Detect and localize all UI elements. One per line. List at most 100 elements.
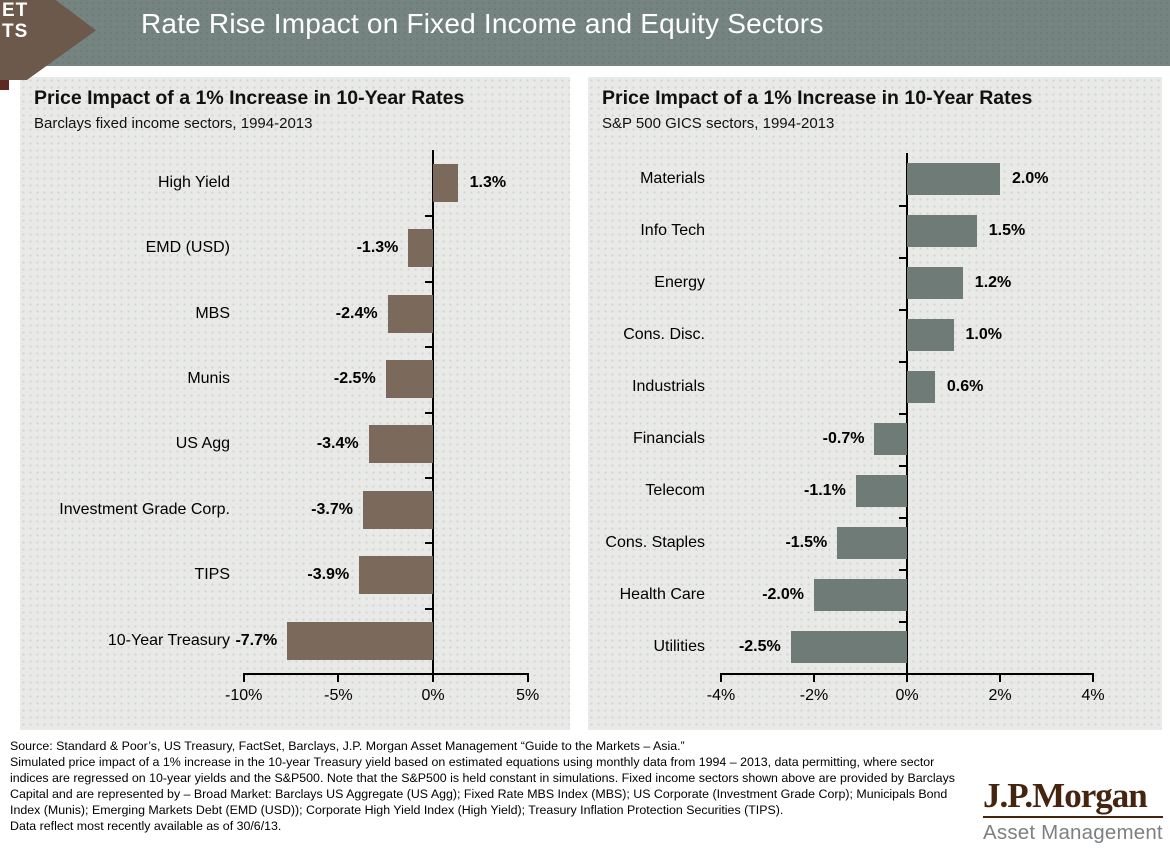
x-axis-tick (242, 673, 245, 682)
category-boundary-tick (899, 465, 907, 467)
category-label: Info Tech (640, 222, 705, 239)
category-boundary-tick (899, 205, 907, 207)
page-title: Rate Rise Impact on Fixed Income and Equ… (141, 8, 824, 39)
category-boundary-tick (425, 346, 433, 349)
category-boundary-tick (425, 411, 433, 414)
footnote-line: Capital and are represented by – Broad M… (10, 787, 948, 801)
x-axis-tick-label: 4% (1081, 687, 1105, 704)
x-axis-tick-label: 0% (895, 687, 919, 704)
bar (385, 359, 433, 398)
bar (287, 621, 433, 660)
fixed-income-plot: High Yield 1.3% EMD (USD) -1.3% MBS -2.4% Muni… (20, 77, 570, 730)
category-boundary-tick (899, 621, 907, 623)
bar (814, 579, 907, 611)
jpmorgan-logo-division: Asset Management (983, 821, 1163, 844)
footnote-line: indices are regressed on 10-year yields … (10, 771, 955, 785)
value-label: 0.6% (946, 378, 984, 395)
value-label: -3.9% (307, 566, 350, 584)
fixed-income-chart-panel: Price Impact of a 1% Increase in 10-Year… (20, 77, 570, 730)
bar (790, 631, 907, 663)
badge-line-2: TS (2, 21, 29, 42)
category-label: Munis (187, 369, 230, 387)
category-boundary-tick (899, 569, 907, 571)
footnote-line: Data reflect most recently available as … (10, 819, 282, 833)
x-axis-line (243, 673, 528, 675)
x-axis-tick-label: 0% (421, 687, 445, 704)
badge-line-1: ET (2, 0, 29, 21)
x-axis-tick-label: -2% (799, 687, 829, 704)
category-label: Financials (632, 430, 705, 447)
x-axis-tick-label: -5% (324, 687, 353, 704)
bar (874, 423, 907, 455)
category-label: US Agg (175, 435, 230, 453)
x-axis-tick (1092, 673, 1094, 682)
fixed-income-chart-subtitle: Barclays fixed income sectors, 1994-2013 (34, 115, 313, 132)
badge-text: ET TS (2, 0, 28, 42)
value-label: -2.5% (333, 369, 376, 387)
footnote-line: Source: Standard & Poor’s, US Treasury, … (10, 739, 685, 753)
bar (837, 527, 907, 559)
category-boundary-tick (425, 542, 433, 545)
footnote-line: Index (Munis); Emerging Markets Debt (EM… (10, 803, 784, 817)
category-label: Industrials (632, 378, 705, 395)
bar (362, 490, 433, 529)
bar (408, 229, 433, 268)
bar (359, 556, 433, 595)
bar (907, 319, 954, 351)
category-label: Telecom (645, 482, 705, 499)
equity-chart-panel: Price Impact of a 1% Increase in 10-Year… (588, 77, 1162, 730)
bar (907, 267, 963, 299)
value-label: 1.5% (988, 222, 1026, 239)
market-insights-badge: ET TS (0, 0, 110, 100)
category-label: Materials (640, 170, 705, 187)
category-label: Investment Grade Corp. (59, 500, 230, 518)
equity-chart-subtitle: S&P 500 GICS sectors, 1994-2013 (602, 115, 835, 132)
x-axis-tick (720, 673, 722, 682)
value-label: 1.3% (469, 173, 507, 191)
category-boundary-tick (425, 477, 433, 479)
value-label: -0.7% (822, 430, 865, 447)
bar (907, 371, 935, 403)
value-label: -2.0% (762, 586, 804, 603)
x-axis-tick-label: 5% (516, 687, 540, 704)
x-axis-tick (906, 673, 908, 682)
category-boundary-tick (425, 280, 433, 283)
category-label: Cons. Disc. (623, 326, 705, 343)
category-boundary-tick (425, 215, 433, 218)
category-label: EMD (USD) (145, 239, 230, 257)
header-band: Rate Rise Impact on Fixed Income and Equ… (0, 0, 1170, 66)
jpmorgan-logo-divider (983, 816, 1163, 818)
footnote-line: Simulated price impact of a 1% increase … (10, 755, 935, 769)
jpmorgan-logo: J.P.Morgan Asset Management (983, 778, 1163, 845)
value-label: 2.0% (1012, 170, 1049, 187)
value-label: -7.7% (235, 631, 278, 649)
bar (387, 294, 433, 333)
value-label: -2.4% (335, 304, 378, 322)
category-label: Energy (654, 274, 705, 291)
bar (907, 215, 977, 247)
value-label: -1.3% (356, 239, 399, 257)
category-boundary-tick (899, 257, 907, 259)
value-label: 1.0% (965, 326, 1002, 343)
footnote-block: Source: Standard & Poor’s, US Treasury, … (10, 738, 985, 834)
value-label: 1.2% (974, 274, 1012, 291)
category-boundary-tick (425, 607, 433, 610)
x-axis-tick-label: -10% (225, 687, 263, 704)
bar (855, 475, 907, 507)
category-boundary-tick (899, 309, 907, 311)
jpmorgan-logo-brand: J.P.Morgan (983, 776, 1148, 815)
value-label: -1.5% (785, 534, 828, 551)
x-axis-tick (432, 673, 434, 682)
x-axis-tick (526, 673, 529, 682)
fixed-income-chart-title: Price Impact of a 1% Increase in 10-Year… (34, 87, 465, 109)
x-axis-tick (999, 673, 1001, 682)
x-axis-tick (337, 673, 340, 682)
x-axis-tick (813, 673, 815, 682)
zero-axis-line (906, 153, 908, 675)
category-label: 10-Year Treasury (107, 631, 230, 649)
category-boundary-tick (899, 361, 907, 363)
bar (433, 163, 458, 202)
equity-plot: Materials 2.0% Info Tech 1.5% Energy 1.2% Cons… (588, 77, 1162, 730)
category-label: Cons. Staples (605, 534, 705, 551)
